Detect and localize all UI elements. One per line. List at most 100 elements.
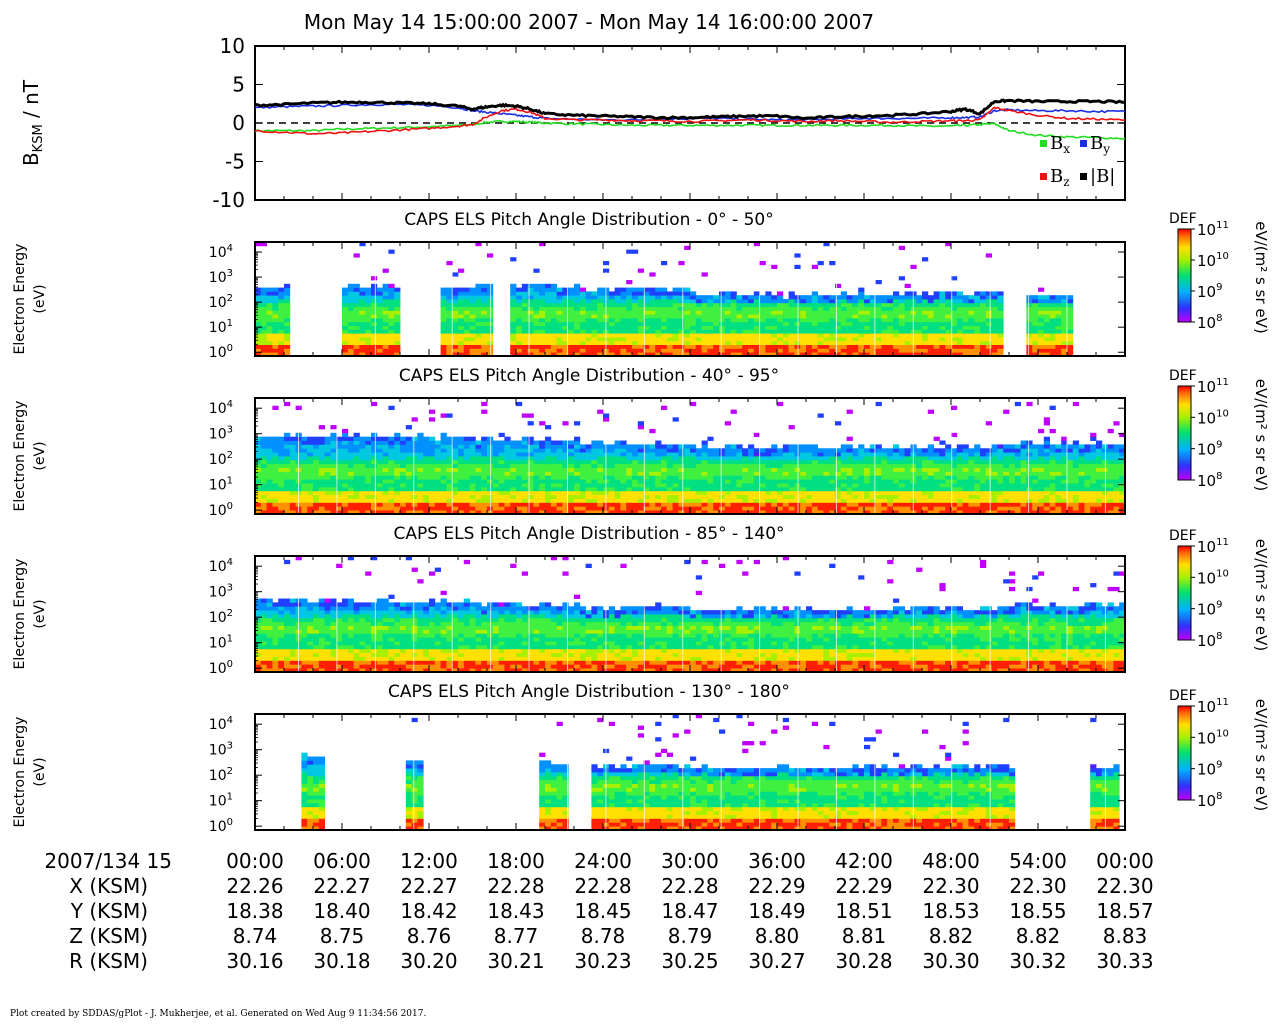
ephemeris-header: 2007/134 15 xyxy=(44,849,172,873)
energy-axis-label: Electron Energy xyxy=(12,401,28,512)
y-tick-label: 103 xyxy=(209,741,233,759)
time-label: 54:00 xyxy=(1009,849,1067,873)
time-label: 24:00 xyxy=(574,849,632,873)
ephemeris-value: 30.21 xyxy=(487,949,544,973)
ephemeris-value: 8.80 xyxy=(755,924,800,948)
energy-axis-label: Electron Energy xyxy=(12,559,28,670)
ephemeris-value: 18.38 xyxy=(226,899,283,923)
colorbar xyxy=(1178,546,1191,640)
colorbar-unit: eV/(m² s sr eV) xyxy=(1252,379,1270,491)
legend-label: |B| xyxy=(1090,166,1115,187)
ephemeris-value: 22.30 xyxy=(922,874,979,898)
colorbar-tick-label: 1011 xyxy=(1197,220,1229,239)
ephemeris-value: 18.45 xyxy=(574,899,631,923)
ephemeris-row-label: Z (KSM) xyxy=(69,924,148,948)
ephemeris-value: 22.29 xyxy=(748,874,805,898)
pitch-panel-3: CAPS ELS Pitch Angle Distribution - 85° … xyxy=(12,524,1270,677)
energy-axis-unit: (eV) xyxy=(32,284,48,313)
colorbar-unit: eV/(m² s sr eV) xyxy=(1252,699,1270,811)
ephemeris-value: 18.55 xyxy=(1009,899,1066,923)
colorbar-tick-label: 108 xyxy=(1197,471,1222,490)
field-y-axis-label: BKSM / nT xyxy=(19,79,46,166)
ephemeris-value: 30.23 xyxy=(574,949,631,973)
colorbar-label: DEF xyxy=(1169,368,1197,384)
ephemeris-value: 22.27 xyxy=(313,874,370,898)
time-label: 30:00 xyxy=(661,849,719,873)
y-tick-label: -10 xyxy=(212,188,245,212)
ephemeris-row-label: R (KSM) xyxy=(69,949,148,973)
legend-swatch xyxy=(1040,140,1047,147)
y-tick-label: 104 xyxy=(209,399,233,417)
ephemeris-value: 30.33 xyxy=(1096,949,1153,973)
energy-axis-unit: (eV) xyxy=(32,441,48,470)
colorbar xyxy=(1178,706,1191,800)
figure-title: Mon May 14 15:00:00 2007 - Mon May 14 16… xyxy=(304,10,874,34)
colorbar-label: DEF xyxy=(1169,211,1197,227)
ephemeris-value: 30.28 xyxy=(835,949,892,973)
time-label: 48:00 xyxy=(922,849,980,873)
panel-title: CAPS ELS Pitch Angle Distribution - 85° … xyxy=(393,524,784,544)
y-tick-label: 102 xyxy=(209,766,233,784)
ephemeris-value: 22.28 xyxy=(574,874,631,898)
ephemeris-value: 22.28 xyxy=(661,874,718,898)
ephemeris-value: 8.77 xyxy=(494,924,539,948)
ephemeris-value: 18.40 xyxy=(313,899,370,923)
ephemeris-value: 18.57 xyxy=(1096,899,1153,923)
y-tick-label: 100 xyxy=(209,817,233,835)
colorbar-tick-label: 1011 xyxy=(1197,697,1229,716)
colorbar-tick-label: 1011 xyxy=(1197,537,1229,556)
y-tick-label: 101 xyxy=(209,792,233,810)
colorbar-tick-label: 1010 xyxy=(1197,568,1229,587)
colorbar-label: DEF xyxy=(1169,688,1197,704)
colorbar-tick-label: 1011 xyxy=(1197,377,1229,396)
energy-axis-label: Electron Energy xyxy=(12,244,28,355)
ephemeris-row-label: X (KSM) xyxy=(69,874,148,898)
colorbar-unit: eV/(m² s sr eV) xyxy=(1252,221,1270,333)
ephemeris-value: 18.43 xyxy=(487,899,544,923)
y-tick-label: 101 xyxy=(209,318,233,336)
y-tick-label: 0 xyxy=(232,111,245,135)
energy-axis-unit: (eV) xyxy=(32,757,48,786)
ephemeris-value: 18.53 xyxy=(922,899,979,923)
ephemeris-value: 30.16 xyxy=(226,949,283,973)
legend-swatch xyxy=(1080,173,1087,180)
ephemeris-value: 30.20 xyxy=(400,949,457,973)
y-tick-label: 102 xyxy=(209,293,233,311)
colorbar-unit: eV/(m² s sr eV) xyxy=(1252,539,1270,651)
energy-axis-label: Electron Energy xyxy=(12,717,28,828)
time-label: 00:00 xyxy=(1096,849,1154,873)
footer-credit: Plot created by SDDAS/gPlot - J. Mukherj… xyxy=(10,1009,426,1019)
colorbar-tick-label: 109 xyxy=(1197,760,1222,779)
y-tick-label: 104 xyxy=(209,557,233,575)
y-tick-label: -5 xyxy=(225,150,245,174)
ephemeris-value: 8.82 xyxy=(929,924,974,948)
ephemeris-value: 30.18 xyxy=(313,949,370,973)
y-tick-label: 102 xyxy=(209,450,233,468)
ephemeris-value: 8.78 xyxy=(581,924,626,948)
ephemeris-value: 8.75 xyxy=(320,924,365,948)
ephemeris-value: 8.76 xyxy=(407,924,452,948)
colorbar-tick-label: 108 xyxy=(1197,631,1222,650)
ephemeris-value: 22.26 xyxy=(226,874,283,898)
ephemeris-value: 8.82 xyxy=(1016,924,1061,948)
time-label: 42:00 xyxy=(835,849,893,873)
ephemeris-value: 22.27 xyxy=(400,874,457,898)
pitch-angle-panels: CAPS ELS Pitch Angle Distribution - 0° -… xyxy=(12,210,1270,835)
y-tick-label: 102 xyxy=(209,608,233,626)
ephemeris-value: 22.28 xyxy=(487,874,544,898)
y-tick-label: 100 xyxy=(209,343,233,361)
time-label: 06:00 xyxy=(313,849,371,873)
panel-title: CAPS ELS Pitch Angle Distribution - 40° … xyxy=(399,366,779,386)
ephemeris-value: 30.25 xyxy=(661,949,718,973)
pitch-panel-4: CAPS ELS Pitch Angle Distribution - 130°… xyxy=(12,682,1270,835)
y-tick-label: 10 xyxy=(220,34,245,58)
ephemeris-value: 8.74 xyxy=(233,924,278,948)
ephemeris-value: 18.42 xyxy=(400,899,457,923)
time-label: 18:00 xyxy=(487,849,545,873)
colorbar-tick-label: 1010 xyxy=(1197,728,1229,747)
y-tick-label: 100 xyxy=(209,501,233,519)
ephemeris-value: 30.27 xyxy=(748,949,805,973)
time-label: 36:00 xyxy=(748,849,806,873)
